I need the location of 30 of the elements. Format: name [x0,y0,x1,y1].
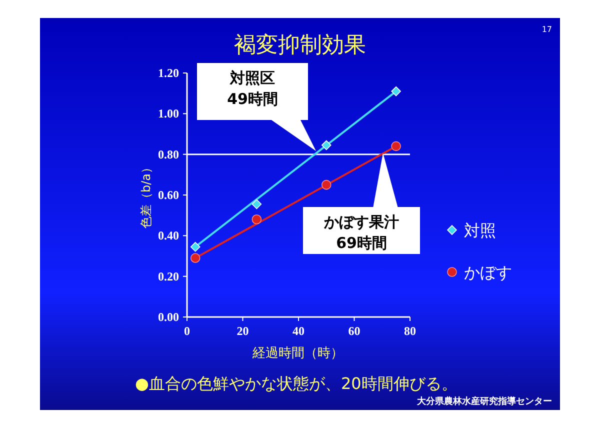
text: 大分県農林水産研究指導センター [417,396,552,407]
x-tick-label: 60 [348,324,360,338]
text: ●血合の色鮮やかな状態が、20時間伸びる。 [135,374,458,393]
legend-label: 対照 [464,221,496,240]
x-tick-label: 80 [404,324,416,338]
y-tick-label: 0.00 [158,310,179,324]
point [321,180,332,190]
legend-label: かぼす [464,263,512,282]
point [391,86,401,96]
annotation: かぼす果汁 69時間 [323,213,399,252]
y-tick-label: 1.20 [158,66,179,80]
y-tick-label: 0.40 [158,228,179,243]
x-axis-title: 経過時間（時） [252,346,344,361]
point [190,242,200,252]
text: 17 [542,25,552,34]
point [190,253,200,263]
point [391,141,401,152]
annotation: 対照区 49時間 [227,69,278,108]
y-tick-label: 1.00 [158,106,179,121]
y-tick-label: 0.80 [158,147,179,162]
point [252,214,262,224]
point [252,199,262,210]
x-tick-label: 0 [184,324,190,338]
chart-title: 褐変抑制効果 [234,33,366,58]
y-tick-label: 0.60 [158,188,179,202]
y-tick-label: 0.20 [158,269,179,284]
x-tick-label: 40 [292,324,304,338]
x-tick-label: 20 [236,324,249,338]
y-axis-title: 色差（b/a） [139,161,153,229]
point [321,140,332,150]
